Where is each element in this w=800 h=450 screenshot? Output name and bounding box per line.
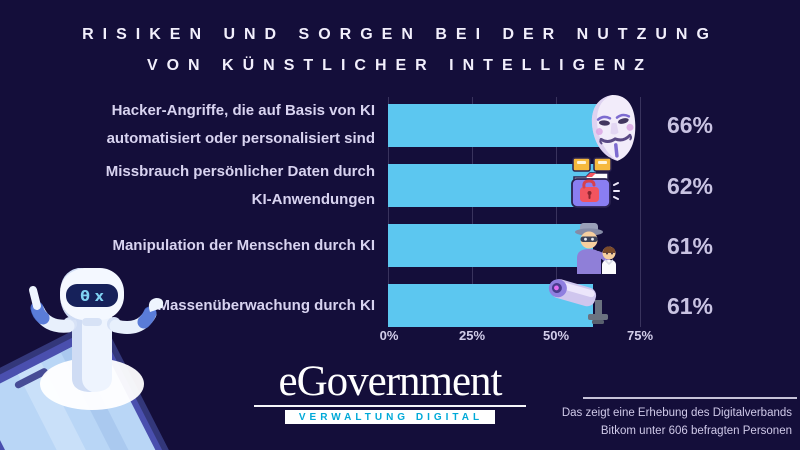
chart-title-line2: VON KÜNSTLICHER INTELLIGENZ — [146, 57, 654, 74]
bar-label-datenmissbrauch: Missbrauch persönlicher Daten durch KI-A… — [105, 163, 375, 208]
source-divider-line — [583, 397, 797, 399]
robot-on-phone-illustration: θ x — [0, 268, 199, 450]
x-tick-25: 25% — [458, 328, 486, 343]
robot-visor-text: θ x — [80, 289, 104, 305]
locked-folder-icon — [571, 157, 620, 208]
bar-value-manipulation: 61% — [666, 233, 714, 259]
egovernment-logo-wordmark: eGovernment — [278, 358, 502, 405]
gridline-75 — [640, 97, 641, 327]
bar-datenmissbrauch — [388, 164, 596, 207]
bar-label-ueberwachung: Massenüberwachung durch KI — [157, 297, 375, 314]
logo-divider-line — [254, 405, 526, 407]
gridline-0 — [388, 97, 389, 327]
bar-value-datenmissbrauch: 62% — [666, 173, 714, 199]
manipulator-person-icon — [575, 223, 616, 274]
x-tick-75: 75% — [626, 328, 654, 343]
gridline-25 — [472, 97, 473, 327]
x-tick-0: 0% — [379, 328, 399, 343]
bar-value-hacker: 66% — [666, 112, 714, 138]
egovernment-logo: eGovernment VERWALTUNG DIGITAL — [250, 360, 530, 425]
anonymous-mask-icon — [591, 95, 636, 161]
chart-title-line1: RISIKEN UND SORGEN BEI DER NUTZUNG — [82, 26, 718, 43]
gridline-50 — [556, 97, 557, 327]
bar-label-manipulation: Manipulation der Menschen durch KI — [112, 237, 375, 254]
source-note-line1: Das zeigt eine Erhebung des Digitalverba… — [561, 407, 792, 419]
bar-hacker — [388, 104, 610, 147]
cctv-camera-icon — [548, 279, 608, 324]
source-note: Das zeigt eine Erhebung des Digitalverba… — [492, 404, 792, 440]
bar-label-hacker: Hacker-Angriffe, die auf Basis von KI au… — [106, 102, 375, 147]
egovernment-logo-subtitle: VERWALTUNG DIGITAL — [284, 410, 496, 424]
x-tick-50: 50% — [542, 328, 570, 343]
source-note-line2: Bitkom unter 606 befragten Personen — [600, 425, 792, 437]
bar-value-ueberwachung: 61% — [666, 293, 714, 319]
bar-manipulation — [388, 224, 593, 267]
